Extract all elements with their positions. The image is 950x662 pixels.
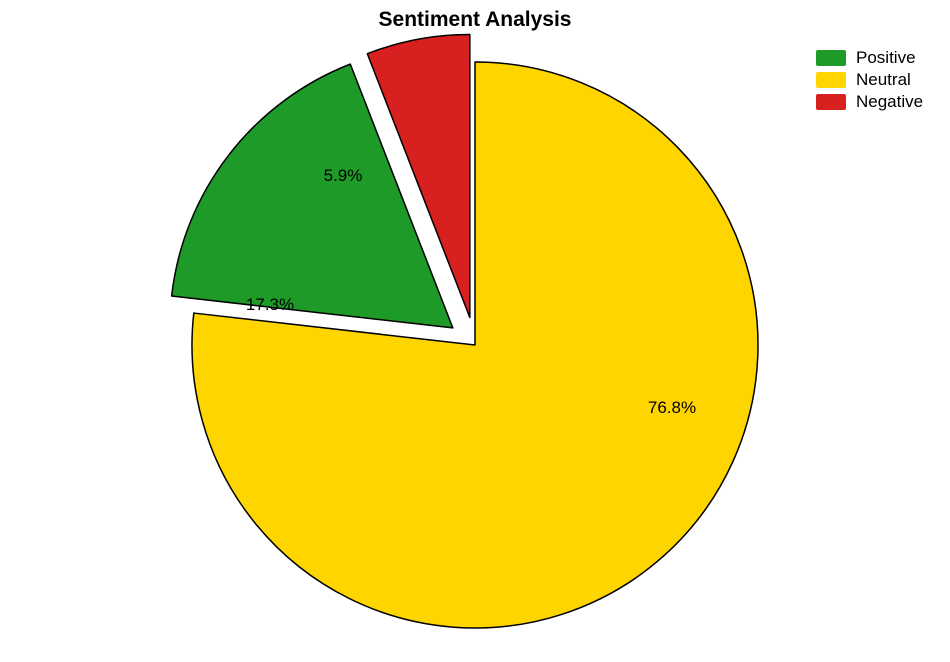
legend-swatch: [816, 72, 846, 88]
legend-label: Negative: [856, 92, 923, 112]
legend-item-neutral: Neutral: [816, 70, 923, 90]
legend-swatch: [816, 94, 846, 110]
legend-label: Neutral: [856, 70, 911, 90]
legend-item-negative: Negative: [816, 92, 923, 112]
legend: PositiveNeutralNegative: [816, 48, 923, 114]
slice-label-neutral: 76.8%: [648, 398, 696, 418]
legend-label: Positive: [856, 48, 916, 68]
slice-label-positive: 17.3%: [246, 295, 294, 315]
slice-label-negative: 5.9%: [324, 166, 363, 186]
legend-item-positive: Positive: [816, 48, 923, 68]
pie-chart: [0, 0, 950, 662]
legend-swatch: [816, 50, 846, 66]
